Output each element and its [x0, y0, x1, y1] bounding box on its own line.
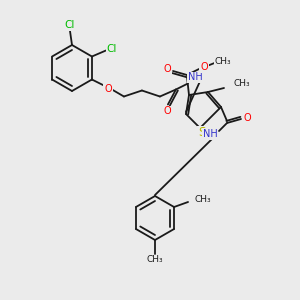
Text: O: O [163, 64, 171, 74]
Text: S: S [198, 127, 206, 140]
Text: Cl: Cl [65, 20, 75, 30]
Text: CH₃: CH₃ [234, 80, 250, 88]
Text: CH₃: CH₃ [215, 56, 231, 65]
Text: CH₃: CH₃ [147, 256, 163, 265]
Text: O: O [200, 62, 208, 72]
Text: O: O [104, 83, 112, 94]
Text: Cl: Cl [107, 44, 117, 53]
Text: NH: NH [202, 129, 217, 139]
Text: O: O [163, 106, 171, 116]
Text: CH₃: CH₃ [194, 196, 211, 205]
Text: O: O [243, 113, 251, 123]
Text: NH: NH [188, 73, 202, 82]
